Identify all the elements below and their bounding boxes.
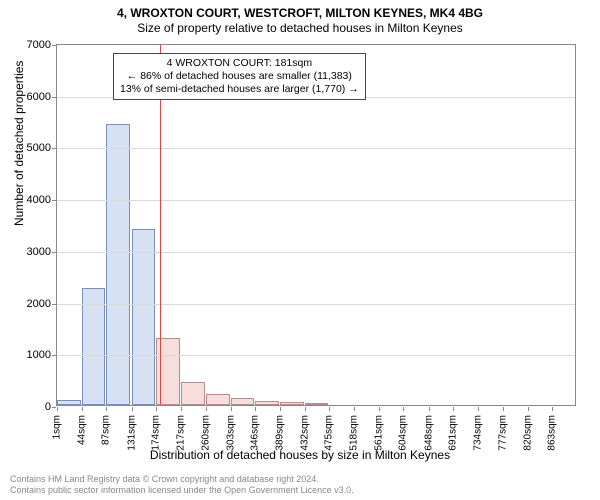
x-tick-label: 863sqm — [547, 415, 558, 451]
histogram-bar — [132, 229, 156, 405]
y-tick-mark — [52, 148, 56, 149]
y-tick-label: 4000 — [27, 194, 51, 206]
x-tick-mark — [206, 407, 207, 411]
histogram-bar — [206, 394, 230, 405]
y-tick-mark — [52, 200, 56, 201]
y-tick-label: 6000 — [27, 91, 51, 103]
y-tick-mark — [52, 97, 56, 98]
x-tick-mark — [478, 407, 479, 411]
gridline-h — [57, 200, 575, 201]
y-tick-mark — [52, 45, 56, 46]
x-tick-label: 217sqm — [176, 415, 187, 451]
gridline-h — [57, 355, 575, 356]
x-tick-mark — [453, 407, 454, 411]
x-tick-label: 303sqm — [225, 415, 236, 451]
gridline-h — [57, 304, 575, 305]
x-tick-label: 475sqm — [324, 415, 335, 451]
gridline-h — [57, 252, 575, 253]
x-tick-mark — [132, 407, 133, 411]
x-tick-mark — [379, 407, 380, 411]
x-tick-label: 346sqm — [250, 415, 261, 451]
annotation-box: 4 WROXTON COURT: 181sqm← 86% of detached… — [113, 53, 366, 100]
annotation-line: 13% of semi-detached houses are larger (… — [120, 83, 359, 96]
x-tick-label: 44sqm — [76, 415, 87, 445]
y-tick-label: 2000 — [27, 298, 51, 310]
x-tick-mark — [354, 407, 355, 411]
x-tick-mark — [528, 407, 529, 411]
page-subtitle: Size of property relative to detached ho… — [0, 21, 600, 35]
x-tick-label: 131sqm — [126, 415, 137, 451]
x-tick-mark — [106, 407, 107, 411]
gridline-h — [57, 148, 575, 149]
x-tick-label: 777sqm — [497, 415, 508, 451]
x-tick-label: 691sqm — [448, 415, 459, 451]
x-tick-label: 648sqm — [423, 415, 434, 451]
x-tick-label: 561sqm — [373, 415, 384, 451]
x-tick-label: 604sqm — [398, 415, 409, 451]
histogram-bar — [57, 400, 81, 405]
x-tick-label: 389sqm — [274, 415, 285, 451]
x-tick-label: 1sqm — [52, 415, 63, 439]
y-tick-mark — [52, 304, 56, 305]
footer-line-1: Contains HM Land Registry data © Crown c… — [10, 474, 354, 485]
histogram-bar — [106, 124, 130, 405]
y-tick-label: 0 — [45, 401, 51, 413]
y-tick-mark — [52, 407, 56, 408]
histogram-chart: 010002000300040005000600070001sqm44sqm87… — [56, 44, 576, 406]
x-tick-mark — [280, 407, 281, 411]
x-tick-mark — [429, 407, 430, 411]
x-tick-label: 518sqm — [349, 415, 360, 451]
x-tick-mark — [57, 407, 58, 411]
x-tick-mark — [255, 407, 256, 411]
annotation-line: ← 86% of detached houses are smaller (11… — [120, 70, 359, 83]
y-tick-mark — [52, 355, 56, 356]
x-tick-mark — [403, 407, 404, 411]
x-tick-label: 260sqm — [200, 415, 211, 451]
x-tick-mark — [156, 407, 157, 411]
histogram-bar — [82, 288, 106, 405]
histogram-bar — [280, 402, 304, 405]
x-axis-label: Distribution of detached houses by size … — [0, 448, 600, 462]
x-tick-label: 432sqm — [299, 415, 310, 451]
y-tick-label: 7000 — [27, 39, 51, 51]
histogram-bar — [255, 401, 279, 405]
x-tick-mark — [82, 407, 83, 411]
x-tick-mark — [552, 407, 553, 411]
x-tick-mark — [503, 407, 504, 411]
x-tick-label: 734sqm — [473, 415, 484, 451]
plot-area: 010002000300040005000600070001sqm44sqm87… — [56, 44, 576, 406]
attribution-footer: Contains HM Land Registry data © Crown c… — [10, 474, 354, 497]
x-tick-label: 87sqm — [101, 415, 112, 445]
y-tick-label: 5000 — [27, 142, 51, 154]
x-tick-mark — [329, 407, 330, 411]
page-title: 4, WROXTON COURT, WESTCROFT, MILTON KEYN… — [0, 6, 600, 20]
histogram-bar — [181, 382, 205, 405]
x-tick-label: 174sqm — [151, 415, 162, 451]
y-axis-label: Number of detached properties — [12, 61, 26, 226]
histogram-bar — [231, 398, 255, 405]
x-tick-mark — [231, 407, 232, 411]
y-tick-label: 1000 — [27, 349, 51, 361]
footer-line-2: Contains public sector information licen… — [10, 485, 354, 496]
y-tick-label: 3000 — [27, 246, 51, 258]
y-tick-mark — [52, 252, 56, 253]
x-tick-mark — [181, 407, 182, 411]
annotation-line: 4 WROXTON COURT: 181sqm — [120, 57, 359, 70]
x-tick-mark — [305, 407, 306, 411]
x-tick-label: 820sqm — [522, 415, 533, 451]
histogram-bar — [305, 403, 329, 405]
